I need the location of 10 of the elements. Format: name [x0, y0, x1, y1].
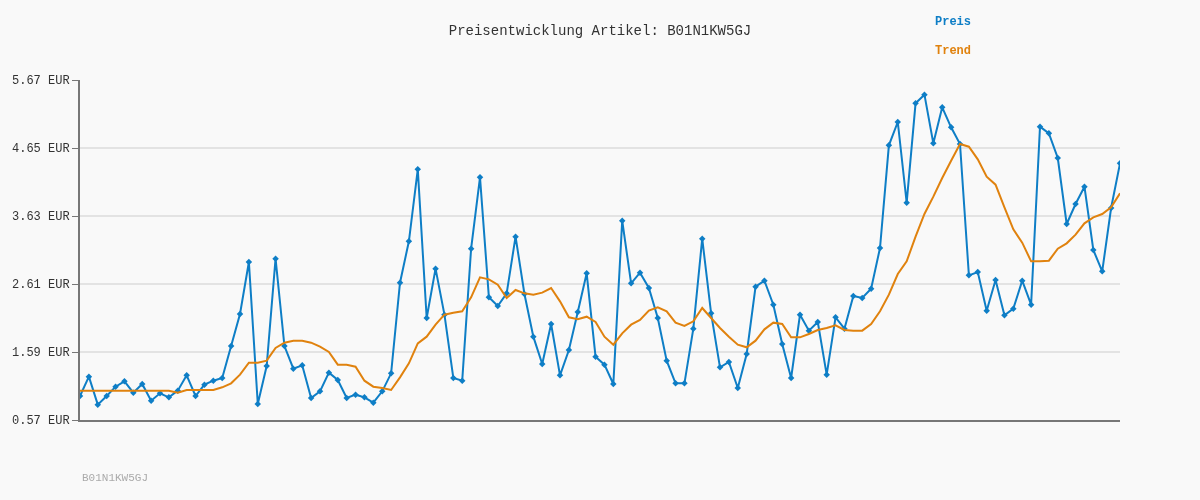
- text: Preis: [935, 15, 972, 29]
- y-tick-label: 4.65 EUR: [11, 142, 70, 157]
- y-tick-label: 1.59 EUR: [11, 346, 70, 361]
- y-tick-label: 3.63 EUR: [11, 210, 70, 225]
- text: Trend: [935, 44, 972, 58]
- y-tick-label: 5.67 EUR: [11, 74, 70, 89]
- text: B01N1KW5GJ: [82, 472, 149, 484]
- y-tick-label: 2.61 EUR: [11, 278, 70, 293]
- y-tick-label: 0.57 EUR: [11, 414, 70, 429]
- chart-title: Preisentwicklung Artikel: B01N1KW5GJ: [448, 22, 752, 39]
